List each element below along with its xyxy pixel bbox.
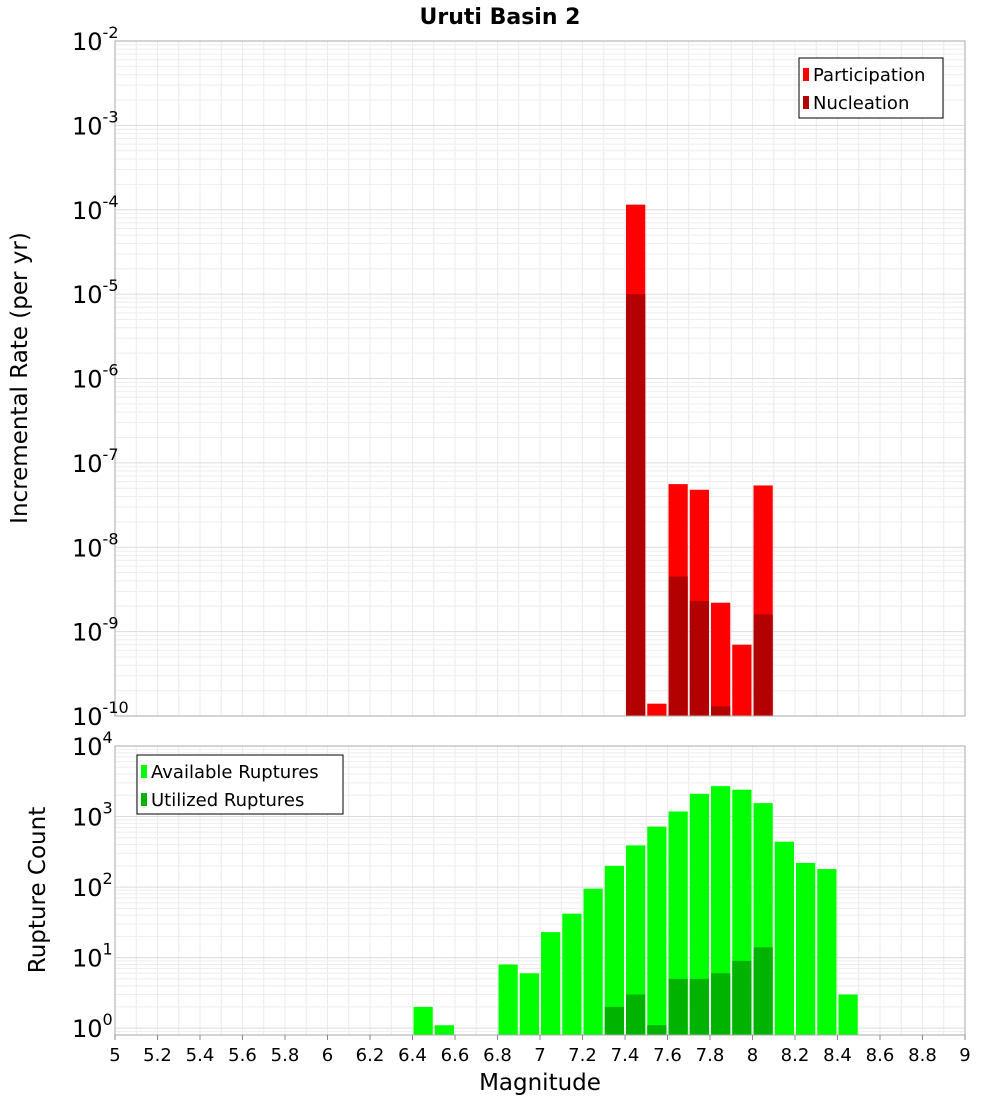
count-panel: 100 101 102 103 104 5 5.2 5.4 5.6 5.8 6 6.2 6.4 6.6 6… bbox=[72, 728, 971, 1066]
rate-y-tick-label: 10-8 bbox=[72, 529, 119, 562]
count-gridlines bbox=[114, 745, 966, 1036]
rate-y-tick-label: 10-9 bbox=[72, 614, 119, 647]
count-bar-available-ruptures bbox=[434, 1025, 454, 1035]
x-tick-label: 5.8 bbox=[271, 1045, 300, 1066]
x-tick-label: 5 bbox=[109, 1045, 120, 1066]
count-bar-available-ruptures bbox=[541, 932, 561, 1035]
count-y-tick-label: 101 bbox=[72, 940, 113, 973]
count-y-tick-label: 102 bbox=[72, 869, 113, 902]
count-bar-available-ruptures bbox=[519, 973, 539, 1035]
x-tick-label: 8 bbox=[747, 1045, 758, 1066]
count-bar-utilized-ruptures bbox=[604, 1006, 624, 1035]
rate-bar-nucleation bbox=[626, 294, 646, 716]
rate-y-tick-label: 10-4 bbox=[72, 192, 119, 225]
x-tick-label: 5.4 bbox=[186, 1045, 215, 1066]
count-legend-label: Utilized Ruptures bbox=[151, 790, 304, 811]
count-legend-label: Available Ruptures bbox=[151, 762, 319, 783]
x-tick-label: 7 bbox=[534, 1045, 545, 1066]
rate-legend-box bbox=[798, 57, 944, 119]
rate-bar-participation bbox=[711, 602, 731, 716]
rate-legend-label: Nucleation bbox=[813, 93, 909, 114]
rate-y-tick-label: 10-5 bbox=[72, 276, 119, 309]
chart-title: Uruti Basin 2 bbox=[420, 5, 581, 30]
count-bar-available-ruptures bbox=[604, 865, 624, 1035]
rate-gridlines bbox=[114, 40, 966, 717]
rate-legend-swatch bbox=[803, 96, 809, 109]
x-tick-label: 5.6 bbox=[228, 1045, 257, 1066]
rate-y-tick-label: 10-10 bbox=[72, 698, 129, 731]
count-bar-available-ruptures bbox=[689, 793, 709, 1035]
x-axis-label: Magnitude bbox=[479, 1070, 601, 1096]
x-tick-label: 7.4 bbox=[611, 1045, 640, 1066]
rate-bar-nucleation bbox=[689, 601, 709, 716]
x-tick-label: 7.2 bbox=[568, 1045, 597, 1066]
count-bar-available-ruptures bbox=[796, 862, 816, 1035]
count-bar-available-ruptures bbox=[647, 826, 667, 1035]
count-bar-utilized-ruptures bbox=[689, 978, 709, 1035]
x-tick-label: 7.6 bbox=[653, 1045, 682, 1066]
x-tick-label: 8.8 bbox=[908, 1045, 937, 1066]
x-tick-label: 6.4 bbox=[398, 1045, 427, 1066]
x-ticks: 5 5.2 5.4 5.6 5.8 6 6.2 6.4 6.6 6.8 7 7.2 7.4 7.6 7.8 8… bbox=[109, 1035, 971, 1066]
rate-bar-participation bbox=[732, 644, 752, 716]
count-bar-available-ruptures bbox=[583, 888, 603, 1035]
count-y-ticks: 100 101 102 103 104 bbox=[72, 728, 113, 1043]
x-tick-label: 6.8 bbox=[483, 1045, 512, 1066]
x-tick-label: 6.6 bbox=[441, 1045, 470, 1066]
x-tick-label: 8.2 bbox=[781, 1045, 810, 1066]
rate-bar-nucleation bbox=[711, 706, 731, 716]
rate-bar-participation bbox=[647, 703, 667, 716]
count-bar-utilized-ruptures bbox=[732, 960, 752, 1035]
rate-y-tick-label: 10-7 bbox=[72, 445, 119, 478]
count-bar-available-ruptures bbox=[711, 786, 731, 1035]
top-y-axis-label: Incremental Rate (per yr) bbox=[7, 232, 33, 524]
count-bar-utilized-ruptures bbox=[711, 973, 731, 1035]
count-bar-utilized-ruptures bbox=[668, 978, 688, 1035]
x-tick-label: 6.2 bbox=[356, 1045, 385, 1066]
rate-y-tick-label: 10-2 bbox=[72, 23, 119, 56]
rate-plot-frame bbox=[114, 40, 966, 717]
x-tick-label: 9 bbox=[959, 1045, 970, 1066]
count-y-tick-label: 100 bbox=[72, 1010, 113, 1043]
x-tick-label: 8.4 bbox=[823, 1045, 852, 1066]
count-bar-available-ruptures bbox=[626, 845, 646, 1035]
rate-legend-swatch bbox=[803, 68, 809, 81]
rate-legend: Participation Nucleation bbox=[798, 57, 944, 119]
count-bar-available-ruptures bbox=[562, 913, 582, 1035]
count-y-tick-label: 104 bbox=[72, 728, 113, 761]
count-bar-utilized-ruptures bbox=[753, 947, 773, 1035]
rate-y-ticks: 10-10 10-9 10-8 10-7 10-6 10-5 10-4 10-3 10-2 bbox=[72, 23, 129, 731]
rate-legend-label: Participation bbox=[813, 65, 925, 86]
bottom-y-axis-label: Rupture Count bbox=[25, 807, 51, 973]
count-legend-swatch bbox=[141, 793, 147, 806]
count-bar-available-ruptures bbox=[817, 869, 837, 1035]
count-legend-swatch bbox=[141, 765, 147, 778]
rate-y-tick-label: 10-3 bbox=[72, 107, 119, 140]
rate-bar-nucleation bbox=[753, 614, 773, 716]
x-tick-label: 8.6 bbox=[866, 1045, 895, 1066]
count-legend: Available Ruptures Utilized Ruptures bbox=[136, 754, 344, 815]
x-tick-label: 5.2 bbox=[143, 1045, 172, 1066]
rate-bar-nucleation bbox=[668, 576, 688, 716]
count-bar-available-ruptures bbox=[498, 964, 518, 1035]
rate-bars bbox=[626, 204, 773, 717]
count-bar-utilized-ruptures bbox=[647, 1025, 667, 1035]
rate-y-tick-label: 10-6 bbox=[72, 361, 119, 394]
x-tick-label: 6 bbox=[322, 1045, 333, 1066]
count-bars bbox=[413, 786, 858, 1035]
count-bar-utilized-ruptures bbox=[626, 994, 646, 1035]
count-y-tick-label: 103 bbox=[72, 799, 113, 832]
x-tick-label: 7.8 bbox=[696, 1045, 725, 1066]
rate-panel: 10-10 10-9 10-8 10-7 10-6 10-5 10-4 10-3 10-2 Pa… bbox=[72, 23, 966, 731]
count-bar-available-ruptures bbox=[838, 994, 858, 1035]
count-bar-available-ruptures bbox=[413, 1006, 433, 1035]
count-legend-box bbox=[136, 754, 344, 815]
count-bar-available-ruptures bbox=[774, 841, 794, 1035]
